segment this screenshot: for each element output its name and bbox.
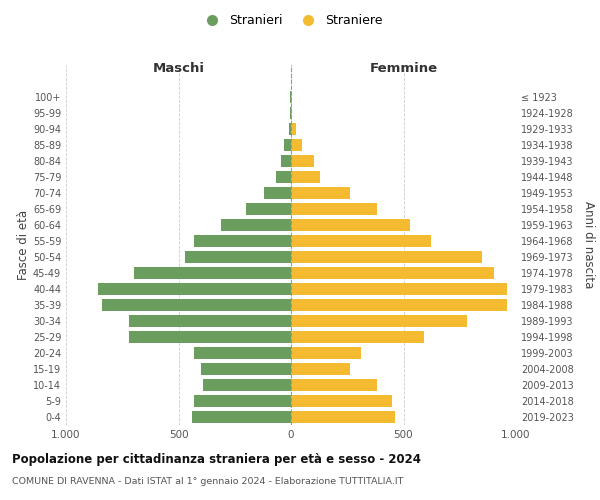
Text: COMUNE DI RAVENNA - Dati ISTAT al 1° gennaio 2024 - Elaborazione TUTTITALIA.IT: COMUNE DI RAVENNA - Dati ISTAT al 1° gen… <box>12 478 403 486</box>
Text: Maschi: Maschi <box>152 62 205 74</box>
Bar <box>133 267 291 279</box>
Bar <box>291 379 377 391</box>
Bar <box>264 187 291 199</box>
Bar <box>201 363 291 375</box>
Bar <box>291 203 377 215</box>
Bar <box>291 91 292 103</box>
Bar <box>185 251 291 263</box>
Bar <box>291 315 467 327</box>
Bar <box>192 411 291 423</box>
Bar <box>291 123 296 135</box>
Bar <box>291 331 424 343</box>
Bar <box>289 123 291 135</box>
Bar <box>194 395 291 407</box>
Bar <box>97 283 291 295</box>
Legend: Stranieri, Straniere: Stranieri, Straniere <box>194 9 388 32</box>
Bar <box>221 219 291 231</box>
Bar <box>290 91 291 103</box>
Bar <box>194 235 291 247</box>
Bar <box>291 139 302 151</box>
Bar <box>102 299 291 311</box>
Bar <box>291 235 431 247</box>
Bar <box>291 171 320 183</box>
Bar <box>291 187 349 199</box>
Bar <box>291 395 392 407</box>
Text: Femmine: Femmine <box>370 62 437 74</box>
Bar <box>291 251 482 263</box>
Bar <box>291 283 507 295</box>
Text: Popolazione per cittadinanza straniera per età e sesso - 2024: Popolazione per cittadinanza straniera p… <box>12 452 421 466</box>
Bar <box>246 203 291 215</box>
Bar <box>194 347 291 359</box>
Bar <box>203 379 291 391</box>
Bar <box>291 299 507 311</box>
Bar <box>290 107 291 119</box>
Bar <box>291 155 314 167</box>
Bar <box>281 155 291 167</box>
Bar <box>291 363 349 375</box>
Bar <box>291 411 395 423</box>
Bar <box>129 331 291 343</box>
Bar <box>129 315 291 327</box>
Bar <box>291 267 493 279</box>
Bar <box>291 107 292 119</box>
Bar <box>277 171 291 183</box>
Bar <box>291 219 410 231</box>
Bar <box>284 139 291 151</box>
Y-axis label: Fasce di età: Fasce di età <box>17 210 30 280</box>
Y-axis label: Anni di nascita: Anni di nascita <box>582 202 595 288</box>
Bar <box>291 347 361 359</box>
